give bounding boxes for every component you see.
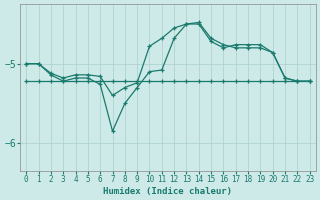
X-axis label: Humidex (Indice chaleur): Humidex (Indice chaleur) — [103, 187, 232, 196]
